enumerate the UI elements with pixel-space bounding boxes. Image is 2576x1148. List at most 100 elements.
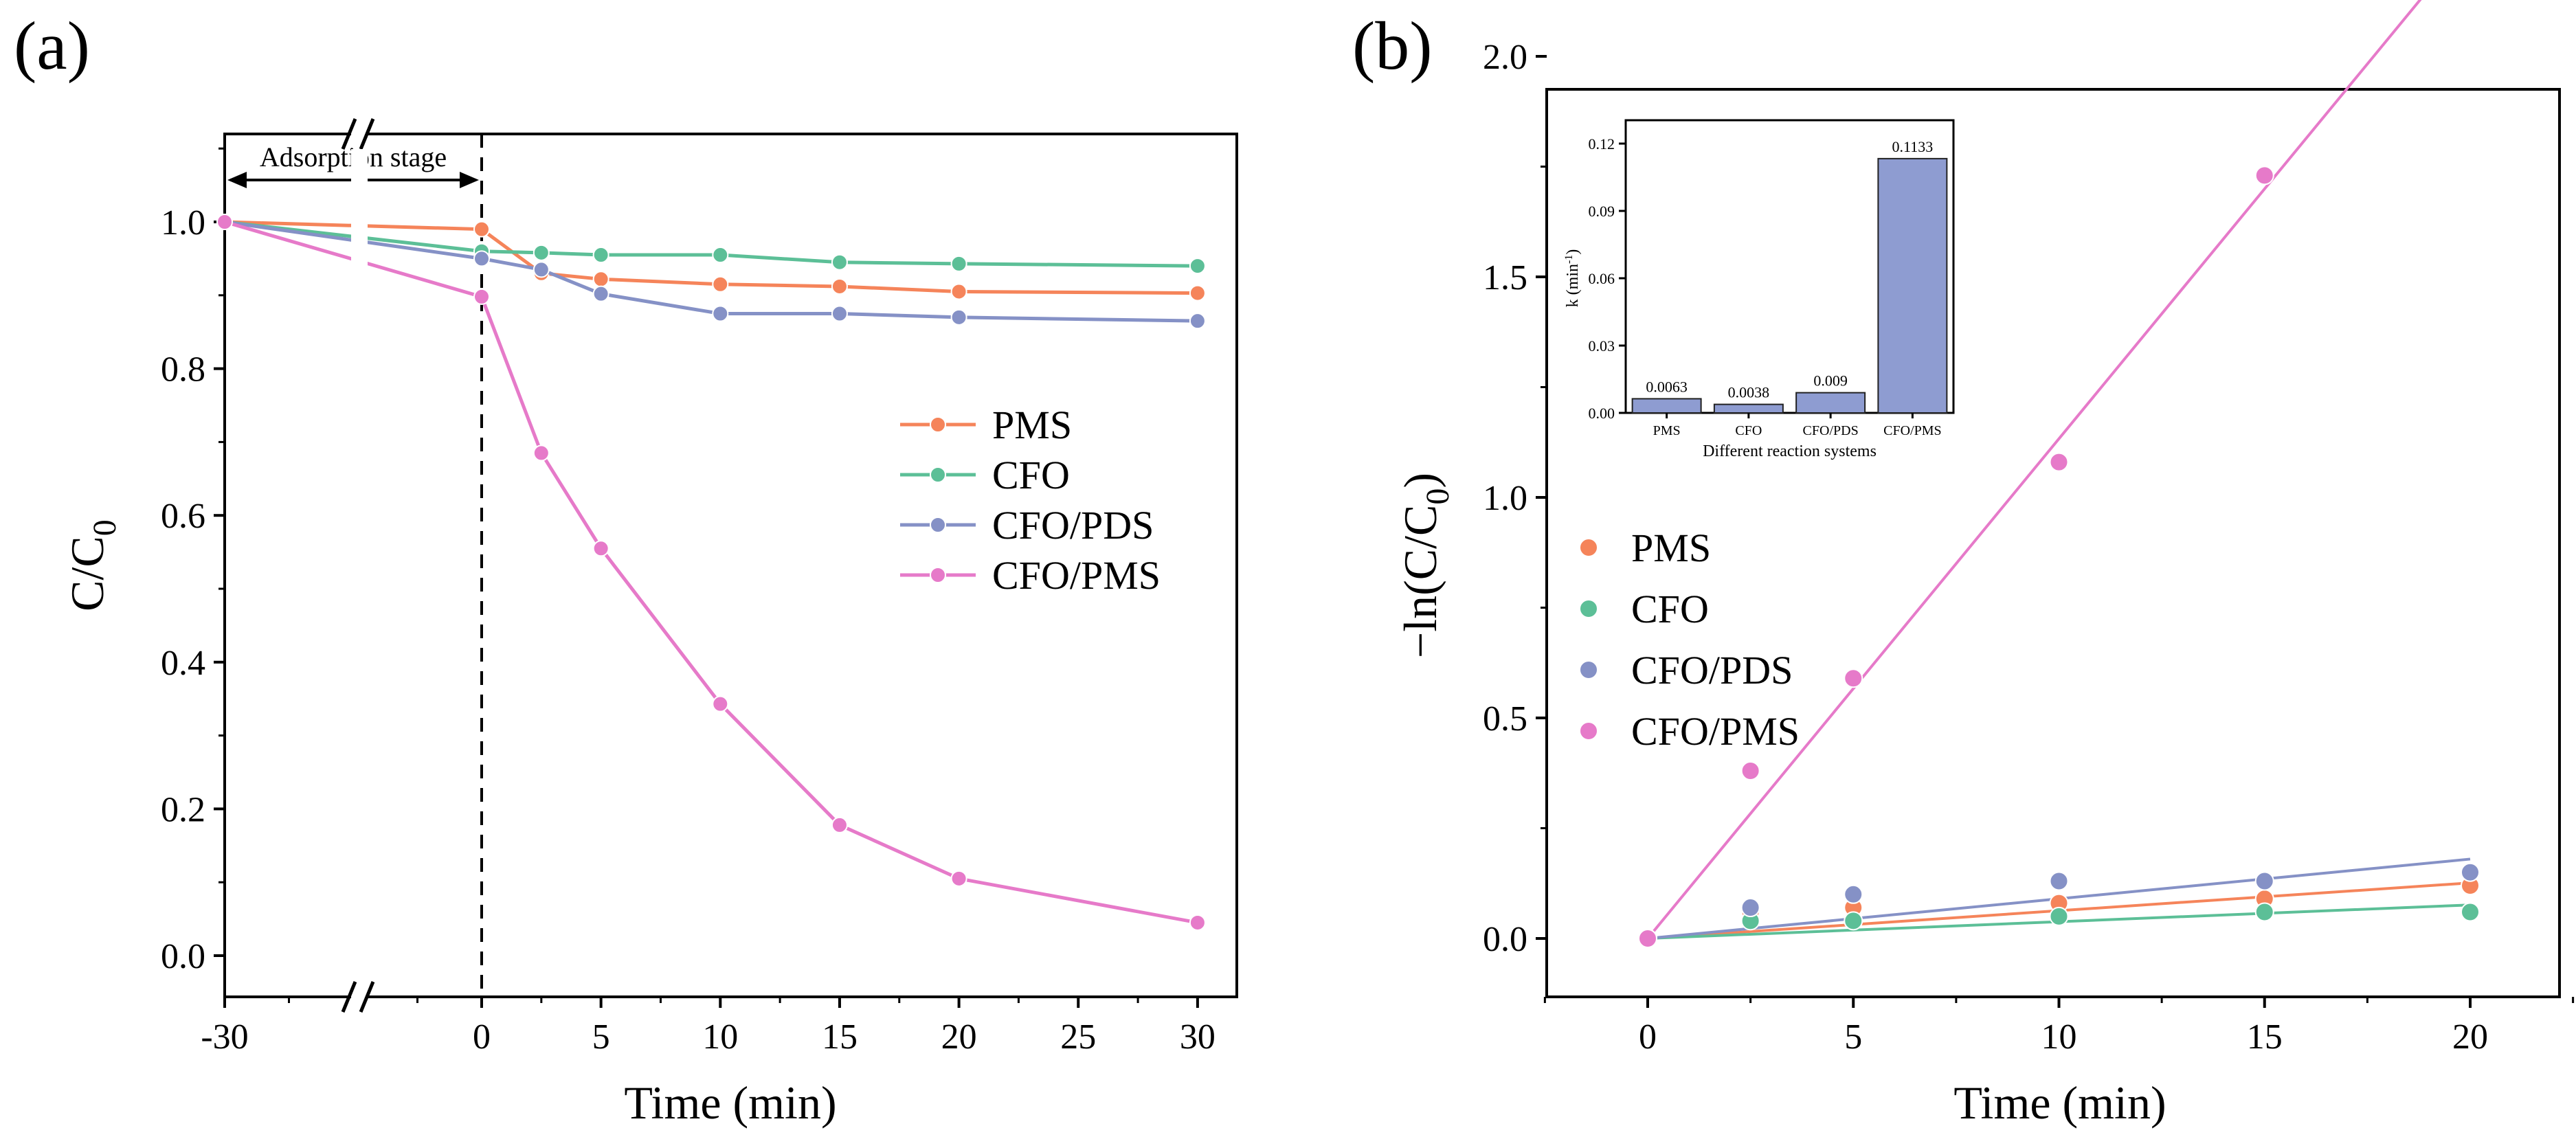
legend-label-pms: PMS (1631, 526, 1711, 570)
panel-b-label: (b) (1352, 8, 1433, 84)
data-point-cfo (1189, 258, 1206, 275)
y-tick-label: 2.0 (1483, 38, 1527, 77)
data-point-pms (592, 271, 609, 288)
y-tick-label: 0.0 (161, 937, 205, 976)
data-point-cfo-pms (1844, 668, 1863, 688)
data-point-cfo-pms (1189, 914, 1206, 931)
inset-y-tick-label: 0.06 (1589, 270, 1615, 287)
x-tick-label: -30 (201, 1017, 248, 1057)
data-point-cfo-pms (533, 444, 550, 462)
panel-a-line-chart: (a) 0.0 0.2 0.4 0.6 0.8 1.0 -30 0 5 10 15 20 25 30 Time… (14, 8, 1238, 1129)
inset-bar-value-label: 0.1133 (1892, 138, 1934, 155)
legend-marker-cfo-pds (1579, 660, 1598, 679)
axis-break-mark-bottom (341, 981, 357, 1013)
data-point-cfo-pds (2461, 862, 2480, 882)
legend-label-cfo-pds: CFO/PDS (992, 503, 1154, 548)
inset-bar-chart: 0.00 0.03 0.06 0.09 0.12 k (min-1) 0.0063 PMS 0.… (1563, 119, 1955, 460)
y-tick-label: 0.5 (1483, 699, 1527, 739)
adsorption-arrow-head-left (227, 172, 247, 188)
inset-x-axis-label: Different reaction systems (1703, 442, 1877, 460)
y-tick-label: 0.8 (161, 350, 205, 390)
data-point-cfo-pds (1740, 898, 1760, 918)
data-point-cfo-pms (712, 695, 729, 712)
y-tick-label: 0.6 (161, 497, 205, 536)
x-tick-label: 10 (702, 1017, 738, 1057)
x-tick-label: 15 (822, 1017, 858, 1057)
y-tick-label: 1.0 (1483, 479, 1527, 518)
data-point-cfo-pms (1740, 761, 1760, 781)
y-axis-label: −ln(C/C0) (1394, 473, 1456, 658)
data-point-cfo-pds (1844, 884, 1863, 904)
legend-marker-cfo (1579, 599, 1598, 618)
data-point-pms (1189, 284, 1206, 302)
panel-b-frame (1545, 88, 2561, 998)
inset-x-tick-label: CFO (1735, 423, 1762, 438)
legend-marker-cfo-pms (1579, 721, 1598, 741)
data-point-cfo-pds (1189, 313, 1206, 330)
x-tick-label: 30 (1180, 1017, 1216, 1057)
data-point-cfo-pms (2049, 452, 2069, 472)
data-point-cfo (950, 255, 967, 272)
inset-y-tick-label: 0.03 (1589, 337, 1615, 354)
series-line-cfo-pds (224, 220, 1198, 323)
inset-x-tick-label: CFO/PMS (1883, 423, 1942, 438)
inset-bar-cfo-pds (1795, 392, 1866, 414)
inset-y-axis-label: k (min-1) (1563, 249, 1582, 308)
data-point-cfo-pds (2254, 871, 2274, 891)
y-tick-label: 0.0 (1483, 920, 1527, 959)
x-axis-label: Time (min) (624, 1077, 836, 1129)
data-point-cfo-pds (2049, 871, 2069, 891)
data-point-cfo-pms (831, 816, 848, 833)
series-line-cfo-pms (224, 220, 1198, 925)
panel-b-scatter-chart: (b)0.00.51.01.52.02.53.03.505101520Time … (1352, 0, 2575, 1129)
legend-marker-pms (930, 416, 946, 433)
data-point-cfo-pms (1638, 929, 1657, 948)
data-point-cfo-pms (473, 288, 490, 305)
x-tick-label: 20 (941, 1017, 977, 1057)
inset-x-tick-label: CFO/PDS (1803, 423, 1859, 438)
fit-line-cfo-pms (1646, 0, 2422, 940)
data-point-cfo-pds (831, 305, 848, 322)
y-tick-label: 1.0 (161, 203, 205, 243)
legend-marker-cfo-pds (930, 517, 946, 533)
inset-bar-cfo-pms (1877, 157, 1948, 414)
inset-y-tick-label: 0.00 (1589, 405, 1615, 422)
x-axis-label: Time (min) (1953, 1077, 2166, 1129)
inset-y-tick-label: 0.12 (1589, 135, 1615, 153)
x-tick-label: 0 (1639, 1017, 1657, 1057)
inset-y-tick-label: 0.09 (1589, 203, 1615, 220)
legend-label-cfo-pds: CFO/PDS (1631, 648, 1793, 693)
data-point-cfo (2049, 906, 2069, 926)
data-point-cfo-pds (712, 305, 729, 322)
legend-label-cfo-pms: CFO/PMS (1631, 709, 1800, 754)
axis-break-mark-top (359, 118, 375, 150)
panel-a-label: (a) (14, 8, 90, 84)
y-axis-label: C/C0 (61, 519, 123, 611)
inset-bar-cfo (1713, 403, 1784, 414)
legend-label-cfo: CFO (1631, 587, 1709, 631)
data-point-pms (950, 283, 967, 300)
inset-bar-value-label: 0.0063 (1646, 378, 1688, 395)
panel-a-frame (223, 133, 1238, 998)
y-tick-label: 0.4 (161, 644, 205, 683)
x-tick-label: 25 (1060, 1017, 1096, 1057)
data-point-cfo-pds (592, 285, 609, 302)
legend-label-cfo: CFO (992, 453, 1070, 497)
y-tick-label: 1.5 (1483, 258, 1527, 297)
legend-marker-cfo (930, 466, 946, 483)
data-point-cfo-pms (216, 214, 233, 230)
data-point-cfo-pds (533, 261, 550, 278)
x-tick-label: 0 (473, 1017, 491, 1057)
data-point-cfo (712, 247, 729, 264)
data-point-cfo-pms (2254, 166, 2274, 185)
data-point-pms (712, 275, 729, 293)
data-point-cfo (2461, 902, 2480, 922)
x-tick-label: 20 (2452, 1017, 2488, 1057)
x-tick-label: 15 (2247, 1017, 2283, 1057)
series-line-pms (224, 220, 1198, 295)
inset-bar-value-label: 0.0038 (1728, 384, 1770, 401)
x-tick-label: 10 (2041, 1017, 2077, 1057)
series-line-cfo (224, 220, 1198, 268)
data-point-cfo-pds (473, 250, 490, 267)
data-point-cfo (831, 254, 848, 271)
